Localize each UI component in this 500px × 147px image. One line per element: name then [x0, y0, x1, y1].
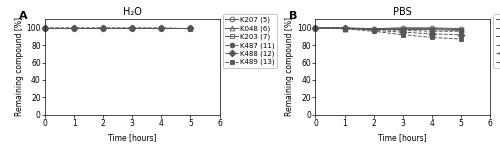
X-axis label: Time [hours]: Time [hours] [108, 133, 156, 142]
Text: A: A [19, 11, 28, 21]
Title: H₂O: H₂O [123, 7, 142, 17]
X-axis label: Time [hours]: Time [hours] [378, 133, 427, 142]
Text: B: B [290, 11, 298, 21]
Legend: K207 (5), K048 (6), K203 (7), K487 (11), K488 (12), K489 (13): K207 (5), K048 (6), K203 (7), K487 (11),… [494, 14, 500, 68]
Title: PBS: PBS [394, 7, 412, 17]
Legend: K207 (5), K048 (6), K203 (7), K487 (11), K488 (12), K489 (13): K207 (5), K048 (6), K203 (7), K487 (11),… [223, 14, 277, 68]
Y-axis label: Remaining compound [%]: Remaining compound [%] [285, 17, 294, 116]
Y-axis label: Remaining compound [%]: Remaining compound [%] [14, 17, 24, 116]
